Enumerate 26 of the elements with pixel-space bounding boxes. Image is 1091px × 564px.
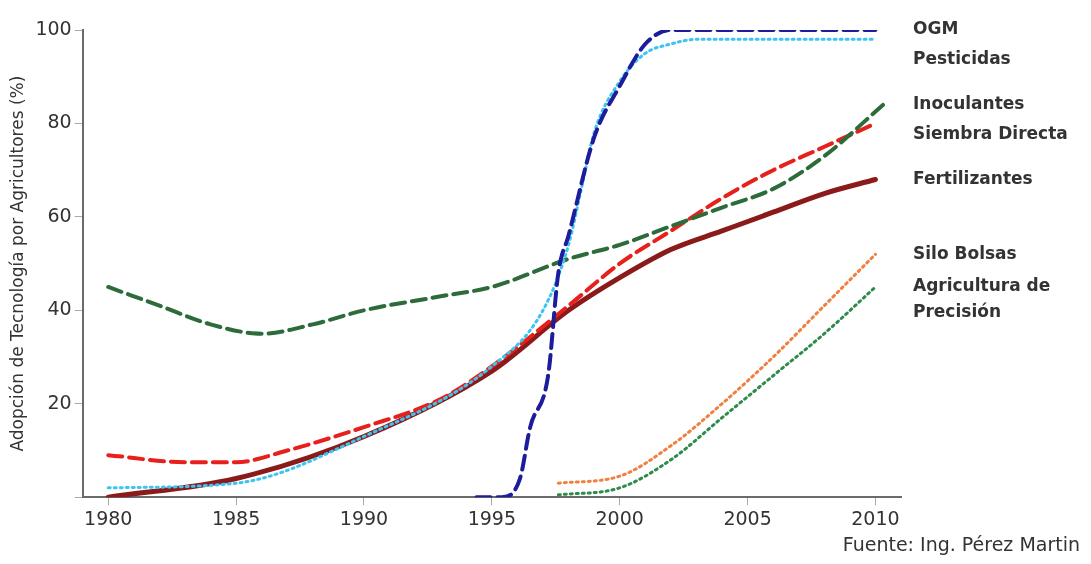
y-tick-label: 60 xyxy=(47,203,72,226)
x-tick-label: 2000 xyxy=(595,506,644,529)
y-tick-label: 100 xyxy=(35,16,72,39)
text: Pesticidas xyxy=(913,48,1011,69)
x-tick-label: 1980 xyxy=(84,506,133,529)
text: OGM xyxy=(913,18,959,39)
line-series xyxy=(106,37,877,490)
x-tick-label: 2005 xyxy=(723,506,772,529)
text: Silo Bolsas xyxy=(913,242,1017,263)
y-tick-label: 40 xyxy=(47,297,72,320)
line-series xyxy=(556,252,877,485)
source-note: Fuente: Ing. Pérez Martin xyxy=(842,533,1080,556)
series-label: Inoculantes xyxy=(913,93,1025,114)
x-tick-label: 1995 xyxy=(467,506,517,529)
x-tick-label: 1985 xyxy=(211,506,261,529)
line-series xyxy=(106,102,886,336)
x-tick-label: 2010 xyxy=(851,506,900,529)
y-tick-label: 80 xyxy=(47,110,72,133)
y-tick-label: 20 xyxy=(47,390,72,413)
text: Siembra Directa xyxy=(913,123,1068,144)
y-axis-title: Adopción de Tecnología por Agricultores (%) xyxy=(6,75,27,452)
text: Fertilizantes xyxy=(913,167,1033,188)
line-series xyxy=(474,30,878,498)
x-tick-label: 1990 xyxy=(339,506,389,529)
line-series xyxy=(556,285,877,497)
text: Agricultura de Precisión xyxy=(913,275,1051,322)
